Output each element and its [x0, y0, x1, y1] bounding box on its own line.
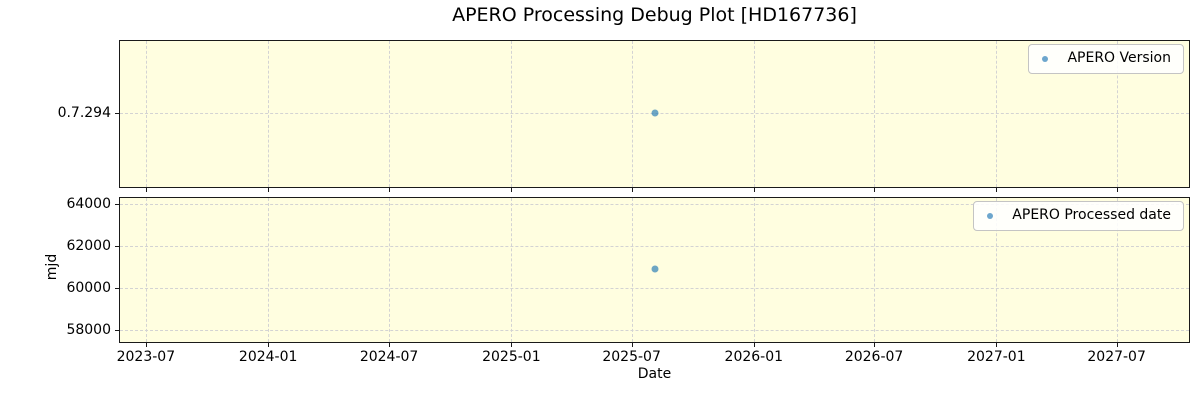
x-tick-label: 2026-07	[844, 349, 904, 365]
legend-apero-version: APERO Version	[1028, 44, 1184, 74]
gridline-vertical	[268, 41, 270, 187]
y-tick-label: 60000	[66, 280, 111, 296]
gridline-vertical	[268, 198, 270, 342]
x-tick-mark	[145, 343, 147, 347]
gridline-horizontal	[120, 288, 1189, 289]
y-tick-label: 58000	[66, 322, 111, 339]
x-tick-mark	[996, 188, 998, 192]
gridline-vertical	[996, 198, 998, 342]
gridline-vertical	[145, 198, 147, 342]
x-tick-mark	[511, 188, 513, 192]
gridline-vertical	[753, 41, 755, 187]
y-tick-mark	[115, 245, 119, 247]
legend-apero-processed-date: APERO Processed date	[973, 201, 1184, 231]
plot-apero-processed-date: APERO Processed date 2023-07 2024-01 2024-…	[66, 196, 1190, 365]
x-tick-mark	[753, 188, 755, 192]
gridline-vertical	[1116, 41, 1118, 187]
gridline-vertical	[389, 41, 391, 187]
y-tick-label: 62000	[66, 237, 111, 254]
x-tick-mark	[631, 188, 633, 192]
gridline-vertical	[389, 198, 391, 342]
gridline-horizontal	[120, 330, 1189, 332]
data-point	[651, 265, 658, 273]
gridline-vertical	[753, 198, 755, 342]
y-tick-label: 0.7.294	[57, 104, 111, 121]
x-tick-label: 2025-07	[602, 349, 661, 365]
x-tick-label: 2027-01	[967, 349, 1026, 365]
x-tick-mark	[1116, 343, 1118, 347]
gridline-vertical	[996, 41, 998, 187]
x-tick-mark	[631, 343, 633, 347]
x-tick-mark	[874, 343, 876, 347]
figure-title: APERO Processing Debug Plot [HD167736]	[452, 4, 857, 26]
y-tick-mark	[115, 112, 119, 114]
x-tick-label: 2024-01	[238, 349, 298, 365]
legend-label: APERO Processed date	[1012, 207, 1171, 223]
x-tick-label: 2023-07	[116, 349, 176, 365]
y-axis-label-mjd: mjd	[44, 253, 60, 281]
y-tick-mark	[115, 330, 119, 332]
gridline-vertical	[511, 41, 513, 187]
gridline-vertical	[631, 198, 633, 342]
x-tick-mark	[874, 188, 876, 192]
gridline-vertical	[511, 198, 513, 342]
gridline-vertical	[1116, 198, 1118, 342]
x-tick-mark	[511, 343, 513, 347]
gridline-vertical	[874, 41, 876, 187]
x-tick-mark	[996, 343, 998, 347]
y-tick-label: 64000	[66, 195, 111, 212]
gridline-vertical	[874, 198, 876, 342]
x-tick-mark	[1116, 188, 1118, 192]
x-tick-mark	[268, 343, 270, 347]
x-tick-mark	[389, 188, 391, 192]
y-tick-mark	[115, 288, 119, 289]
gridline-horizontal	[120, 245, 1189, 247]
y-tick-mark	[115, 203, 119, 205]
legend-label: APERO Version	[1067, 50, 1171, 66]
x-tick-mark	[268, 188, 270, 192]
gridline-vertical	[145, 41, 147, 187]
x-tick-mark	[145, 188, 147, 192]
x-axis-label-date: Date	[637, 366, 672, 382]
x-tick-label: 2025-01	[482, 349, 541, 365]
x-tick-mark	[753, 343, 755, 347]
gridline-horizontal	[120, 203, 1189, 205]
legend-marker-icon	[1042, 55, 1049, 62]
x-tick-label: 2024-07	[359, 349, 419, 365]
x-tick-label: 2026-01	[724, 349, 784, 365]
x-tick-mark	[389, 343, 391, 347]
gridline-vertical	[631, 41, 633, 187]
x-tick-label: 2027-07	[1087, 349, 1146, 365]
plot-apero-version: APERO Version 0.7.294	[58, 40, 1190, 192]
data-point	[651, 109, 658, 117]
legend-marker-icon	[987, 212, 994, 219]
